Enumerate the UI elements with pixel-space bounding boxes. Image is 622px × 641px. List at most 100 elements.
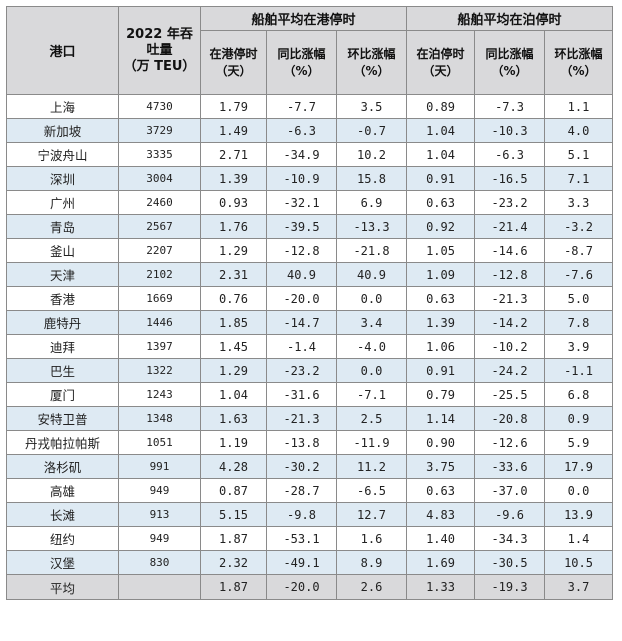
header-volume-line2: 吐量	[146, 42, 173, 58]
cell-port-yoy: -34.9	[266, 142, 337, 167]
cell-port: 广州	[6, 190, 119, 215]
cell-port: 纽约	[6, 526, 119, 551]
table-row: 上海 4730 1.79 -7.7 3.5 0.89 -7.3 1.1	[6, 94, 614, 119]
cell-port: 新加坡	[6, 118, 119, 143]
header-port-yoy-line1: 同比涨幅	[277, 46, 326, 61]
header-port: 港口	[6, 6, 119, 95]
cell-port-mom: -21.8	[335, 238, 408, 263]
cell-berth-yoy: -24.2	[474, 358, 546, 383]
cell-port-mom: -11.9	[335, 430, 408, 455]
cell-berth-time: 0.79	[406, 382, 476, 407]
cell-berth-yoy: -37.0	[474, 478, 546, 503]
cell-volume: 3004	[118, 166, 201, 191]
header-group-berth-time: 船舶平均在泊停时	[406, 6, 614, 31]
cell-port-mom: 15.8	[335, 166, 408, 191]
cell-volume: 1322	[118, 358, 201, 383]
cell-berth-time: 1.40	[406, 526, 476, 551]
cell-berth-yoy: -14.2	[474, 310, 546, 335]
cell-port: 长滩	[6, 502, 119, 527]
cell-berth-mom: 5.1	[544, 142, 614, 167]
cell-port-time: 1.45	[200, 334, 267, 359]
cell-port-time: 1.87	[200, 526, 267, 551]
cell-berth-time: 4.83	[406, 502, 476, 527]
cell-berth-time: 0.89	[406, 94, 476, 119]
cell-berth-mom: 6.8	[544, 382, 614, 407]
table-row: 宁波舟山 3335 2.71 -34.9 10.2 1.04 -6.3 5.1	[6, 142, 614, 167]
cell-berth-yoy: -25.5	[474, 382, 546, 407]
cell-berth-time: 1.04	[406, 118, 476, 143]
cell-berth-time: 0.91	[406, 358, 476, 383]
header-berth-yoy-line1: 同比涨幅	[485, 46, 534, 61]
cell-port-yoy: -1.4	[266, 334, 337, 359]
cell-berth-yoy: -23.2	[474, 190, 546, 215]
cell-berth-yoy: -9.6	[474, 502, 546, 527]
cell-berth-mom: 0.0	[544, 478, 614, 503]
cell-port: 鹿特丹	[6, 310, 119, 335]
cell-port-time: 5.15	[200, 502, 267, 527]
cell-volume: 3729	[118, 118, 201, 143]
cell-port-yoy: 40.9	[266, 262, 337, 287]
table-row: 天津 2102 2.31 40.9 40.9 1.09 -12.8 -7.6	[6, 262, 614, 287]
port-stats-table: 港口 2022 年吞 吐量 （万 TEU） 船舶平均在港停时 船舶平均在泊停时 …	[6, 6, 614, 600]
cell-berth-yoy: -21.3	[474, 286, 546, 311]
average-port-time: 1.87	[200, 574, 267, 600]
cell-port-yoy: -12.8	[266, 238, 337, 263]
cell-port-mom: 6.9	[335, 190, 408, 215]
header-volume: 2022 年吞 吐量 （万 TEU）	[118, 6, 201, 95]
table-row: 纽约 949 1.87 -53.1 1.6 1.40 -34.3 1.4	[6, 526, 614, 551]
cell-port: 上海	[6, 94, 119, 119]
header-berth-time: 在泊停时 （天）	[406, 30, 476, 95]
cell-volume: 2567	[118, 214, 201, 239]
cell-volume: 913	[118, 502, 201, 527]
cell-port-yoy: -6.3	[266, 118, 337, 143]
header-berth-yoy: 同比涨幅 （%）	[474, 30, 546, 95]
cell-port-yoy: -49.1	[266, 550, 337, 575]
cell-berth-yoy: -33.6	[474, 454, 546, 479]
cell-port-mom: 0.0	[335, 286, 408, 311]
cell-port-mom: 3.4	[335, 310, 408, 335]
table-row: 丹戎帕拉帕斯 1051 1.19 -13.8 -11.9 0.90 -12.6 5.9	[6, 430, 614, 455]
cell-port-mom: -13.3	[335, 214, 408, 239]
cell-port-yoy: -7.7	[266, 94, 337, 119]
cell-port: 青岛	[6, 214, 119, 239]
header-berth-time-line2: （天）	[422, 63, 459, 78]
cell-volume: 1446	[118, 310, 201, 335]
cell-port: 汉堡	[6, 550, 119, 575]
header-port-time-line2: （天）	[215, 63, 252, 78]
cell-berth-mom: -8.7	[544, 238, 614, 263]
header-volume-line3: （万 TEU）	[123, 58, 196, 74]
cell-port-mom: 8.9	[335, 550, 408, 575]
cell-volume: 991	[118, 454, 201, 479]
cell-berth-mom: 10.5	[544, 550, 614, 575]
cell-port-time: 1.04	[200, 382, 267, 407]
cell-berth-time: 1.69	[406, 550, 476, 575]
cell-berth-yoy: -21.4	[474, 214, 546, 239]
cell-berth-mom: -3.2	[544, 214, 614, 239]
cell-berth-yoy: -6.3	[474, 142, 546, 167]
header-port-time-line1: 在港停时	[209, 46, 258, 61]
cell-berth-mom: 17.9	[544, 454, 614, 479]
table-row: 迪拜 1397 1.45 -1.4 -4.0 1.06 -10.2 3.9	[6, 334, 614, 359]
cell-berth-time: 0.63	[406, 478, 476, 503]
cell-port-yoy: -30.2	[266, 454, 337, 479]
header-port-yoy: 同比涨幅 （%）	[266, 30, 337, 95]
cell-port-mom: 12.7	[335, 502, 408, 527]
cell-berth-mom: 3.9	[544, 334, 614, 359]
cell-port: 釜山	[6, 238, 119, 263]
cell-port-time: 1.29	[200, 238, 267, 263]
cell-port-time: 1.19	[200, 430, 267, 455]
cell-volume: 949	[118, 526, 201, 551]
cell-volume: 949	[118, 478, 201, 503]
cell-port: 深圳	[6, 166, 119, 191]
port-stats-table-wrapper: 港口 2022 年吞 吐量 （万 TEU） 船舶平均在港停时 船舶平均在泊停时 …	[6, 6, 614, 600]
cell-port-time: 1.29	[200, 358, 267, 383]
cell-volume: 1348	[118, 406, 201, 431]
cell-port-yoy: -9.8	[266, 502, 337, 527]
cell-port: 迪拜	[6, 334, 119, 359]
cell-port: 高雄	[6, 478, 119, 503]
cell-port-time: 1.49	[200, 118, 267, 143]
cell-volume: 1397	[118, 334, 201, 359]
header-volume-line1: 2022 年吞	[126, 26, 193, 42]
table-row: 釜山 2207 1.29 -12.8 -21.8 1.05 -14.6 -8.7	[6, 238, 614, 263]
cell-berth-time: 1.04	[406, 142, 476, 167]
